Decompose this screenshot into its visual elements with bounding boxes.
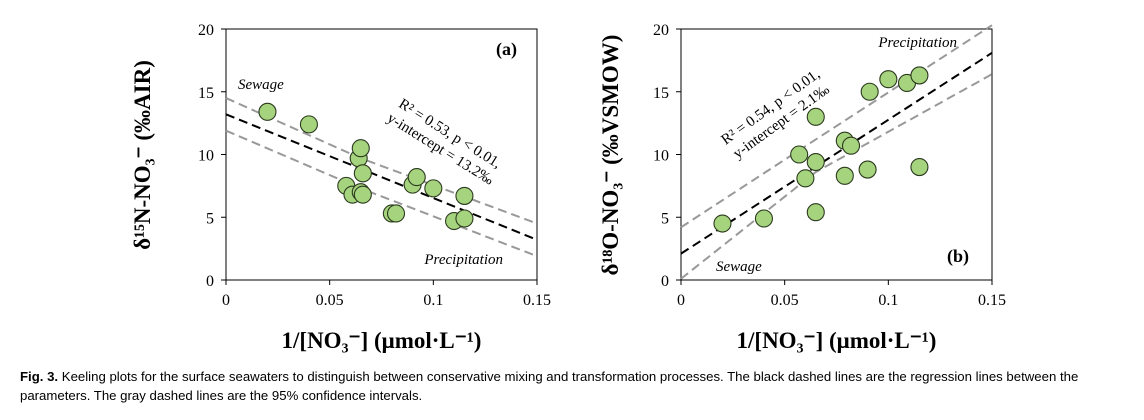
chart-panel-a: 0 0.05 0.1 0.15 0 5 10 15 20 1/[NO₃⁻] (μmol·L⁻¹) δ…: [130, 22, 551, 353]
data-point: [259, 103, 276, 120]
data-point: [791, 146, 808, 163]
y-axis-label: δ¹⁵N-NO₃⁻ (‰AIR): [130, 60, 155, 250]
panel-label: (b): [947, 246, 969, 267]
x-axis-label: 1/[NO₃⁻] (μmol·L⁻¹): [282, 328, 482, 353]
data-point: [456, 187, 473, 204]
data-point: [388, 205, 405, 222]
data-point: [836, 167, 853, 184]
stat-annotation: R² = 0.53, p < 0.01,y-intercept = 13.2‰: [384, 95, 506, 189]
data-point: [861, 83, 878, 100]
data-point: [807, 154, 824, 171]
x-tick-label: 0.05: [771, 292, 799, 309]
chart-panel-b: 0 0.05 0.1 0.15 0 5 10 15 20 1/[NO₃⁻] (μmol·L⁻¹) δ…: [598, 22, 1006, 353]
y-tick-label: 10: [198, 148, 214, 165]
source-label-lower: Precipitation: [423, 252, 503, 268]
data-point: [843, 137, 860, 154]
y-tick-label: 5: [661, 210, 669, 227]
x-tick-label: 0.1: [423, 292, 443, 309]
caption-text: Keeling plots for the surface seawaters …: [20, 369, 1078, 403]
data-point: [300, 116, 317, 133]
data-point: [408, 169, 425, 186]
x-axis-label: 1/[NO₃⁻] (μmol·L⁻¹): [737, 328, 937, 353]
source-label-upper: Sewage: [238, 77, 284, 93]
y-axis-label: δ¹⁸O-NO₃⁻ (‰VSMOW): [598, 35, 623, 276]
data-point: [807, 204, 824, 221]
data-point: [880, 71, 897, 88]
data-point: [859, 161, 876, 178]
x-tick-label: 0.15: [523, 292, 551, 309]
data-point: [911, 67, 928, 84]
panel-label: (a): [496, 39, 517, 60]
y-tick-label: 0: [206, 273, 214, 290]
y-tick-label: 20: [653, 22, 669, 39]
y-tick-label: 20: [198, 22, 214, 39]
y-tick-label: 15: [198, 85, 214, 102]
data-point: [354, 186, 371, 203]
x-tick-label: 0: [677, 292, 685, 309]
figure-caption: Fig. 3. Keeling plots for the surface se…: [20, 367, 1128, 405]
x-tick-label: 0: [222, 292, 230, 309]
caption-label: Fig. 3.: [20, 369, 58, 384]
source-label-upper: Precipitation: [877, 35, 957, 51]
x-tick-label: 0.05: [316, 292, 344, 309]
y-tick-label: 10: [653, 148, 669, 165]
x-tick-label: 0.15: [978, 292, 1006, 309]
source-label-lower: Sewage: [716, 259, 762, 275]
data-point: [755, 210, 772, 227]
y-tick-label: 5: [206, 210, 214, 227]
x-tick-label: 0.1: [878, 292, 898, 309]
data-point: [714, 215, 731, 232]
data-point: [354, 165, 371, 182]
data-point: [911, 159, 928, 176]
data-point: [456, 210, 473, 227]
y-tick-label: 15: [653, 85, 669, 102]
ci-upper-line: [681, 25, 992, 227]
data-point: [352, 140, 369, 157]
data-point: [425, 180, 442, 197]
y-tick-label: 0: [661, 273, 669, 290]
data-point: [797, 170, 814, 187]
